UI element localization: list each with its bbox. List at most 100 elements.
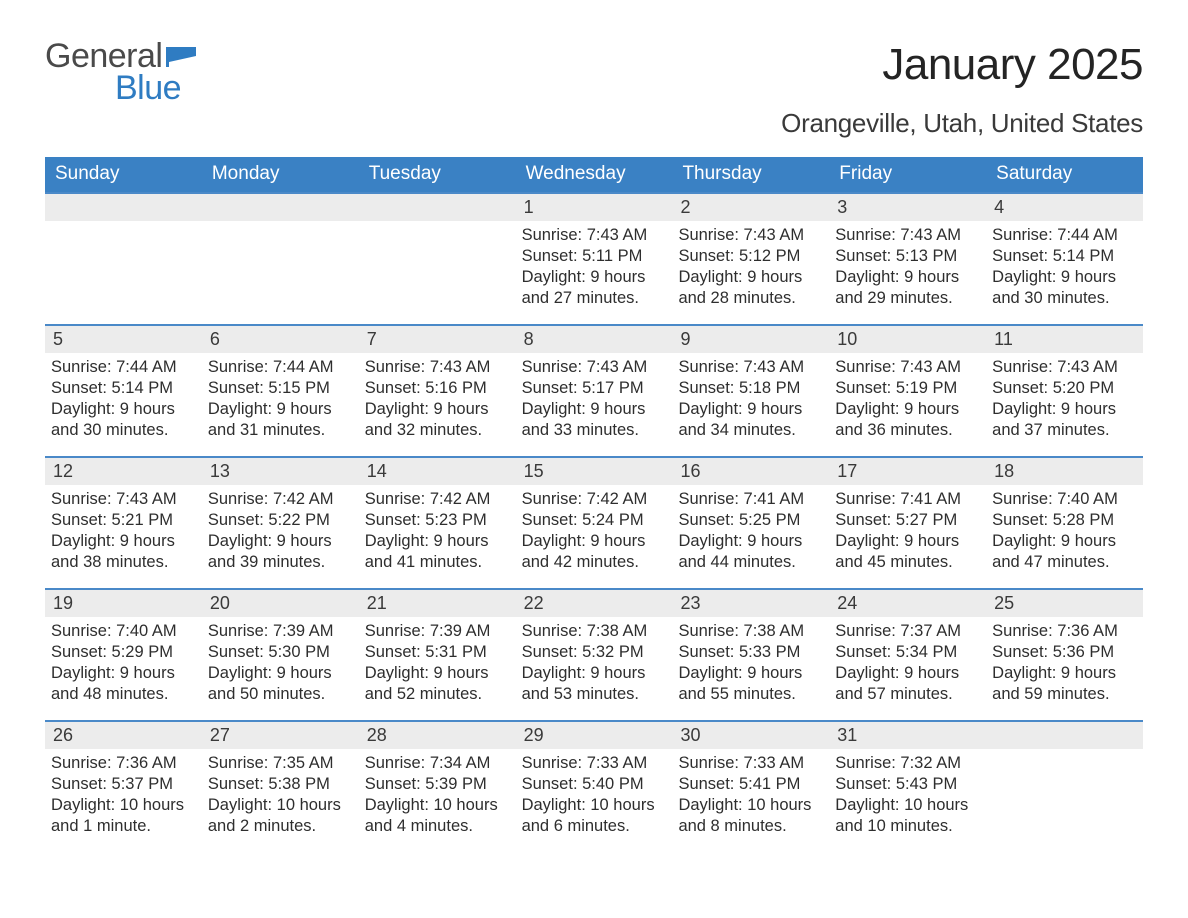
flag-icon <box>166 40 200 72</box>
sunrise-text: Sunrise: 7:41 AM <box>678 489 823 510</box>
daylight-text: Daylight: 9 hours and 31 minutes. <box>208 399 353 441</box>
sunset-text: Sunset: 5:23 PM <box>365 510 510 531</box>
sunrise-text: Sunrise: 7:43 AM <box>678 357 823 378</box>
day-details: Sunrise: 7:42 AMSunset: 5:24 PMDaylight:… <box>516 485 673 573</box>
dayname-sunday: Sunday <box>45 157 202 192</box>
daylight-text: Daylight: 10 hours and 4 minutes. <box>365 795 510 837</box>
day-details: Sunrise: 7:43 AMSunset: 5:16 PMDaylight:… <box>359 353 516 441</box>
day-details: Sunrise: 7:38 AMSunset: 5:32 PMDaylight:… <box>516 617 673 705</box>
sunrise-text: Sunrise: 7:42 AM <box>522 489 667 510</box>
sunrise-text: Sunrise: 7:37 AM <box>835 621 980 642</box>
day-number <box>202 192 359 221</box>
sunset-text: Sunset: 5:28 PM <box>992 510 1137 531</box>
day-number: 31 <box>829 720 986 749</box>
day-cell: 11Sunrise: 7:43 AMSunset: 5:20 PMDayligh… <box>986 324 1143 442</box>
day-number: 7 <box>359 324 516 353</box>
day-number: 19 <box>45 588 202 617</box>
day-details: Sunrise: 7:38 AMSunset: 5:33 PMDaylight:… <box>672 617 829 705</box>
daylight-text: Daylight: 9 hours and 39 minutes. <box>208 531 353 573</box>
sunset-text: Sunset: 5:15 PM <box>208 378 353 399</box>
sunset-text: Sunset: 5:18 PM <box>678 378 823 399</box>
brand-word2: Blue <box>115 72 181 104</box>
day-cell: 10Sunrise: 7:43 AMSunset: 5:19 PMDayligh… <box>829 324 986 442</box>
day-number: 3 <box>829 192 986 221</box>
day-details: Sunrise: 7:41 AMSunset: 5:27 PMDaylight:… <box>829 485 986 573</box>
daylight-text: Daylight: 9 hours and 28 minutes. <box>678 267 823 309</box>
sunrise-text: Sunrise: 7:40 AM <box>992 489 1137 510</box>
daylight-text: Daylight: 9 hours and 48 minutes. <box>51 663 196 705</box>
day-number: 23 <box>672 588 829 617</box>
day-number: 8 <box>516 324 673 353</box>
day-details: Sunrise: 7:43 AMSunset: 5:11 PMDaylight:… <box>516 221 673 309</box>
daylight-text: Daylight: 9 hours and 27 minutes. <box>522 267 667 309</box>
day-cell <box>359 192 516 310</box>
daylight-text: Daylight: 9 hours and 38 minutes. <box>51 531 196 573</box>
day-number: 27 <box>202 720 359 749</box>
dayname-saturday: Saturday <box>986 157 1143 192</box>
sunset-text: Sunset: 5:39 PM <box>365 774 510 795</box>
sunset-text: Sunset: 5:30 PM <box>208 642 353 663</box>
day-cell: 8Sunrise: 7:43 AMSunset: 5:17 PMDaylight… <box>516 324 673 442</box>
sunrise-text: Sunrise: 7:43 AM <box>522 357 667 378</box>
week-row: 12Sunrise: 7:43 AMSunset: 5:21 PMDayligh… <box>45 456 1143 574</box>
sunset-text: Sunset: 5:24 PM <box>522 510 667 531</box>
day-cell: 1Sunrise: 7:43 AMSunset: 5:11 PMDaylight… <box>516 192 673 310</box>
day-details: Sunrise: 7:42 AMSunset: 5:23 PMDaylight:… <box>359 485 516 573</box>
day-number: 11 <box>986 324 1143 353</box>
day-cell: 4Sunrise: 7:44 AMSunset: 5:14 PMDaylight… <box>986 192 1143 310</box>
week-row: 5Sunrise: 7:44 AMSunset: 5:14 PMDaylight… <box>45 324 1143 442</box>
day-cell: 14Sunrise: 7:42 AMSunset: 5:23 PMDayligh… <box>359 456 516 574</box>
sunrise-text: Sunrise: 7:38 AM <box>678 621 823 642</box>
day-number: 26 <box>45 720 202 749</box>
sunset-text: Sunset: 5:27 PM <box>835 510 980 531</box>
sunset-text: Sunset: 5:20 PM <box>992 378 1137 399</box>
day-cell: 28Sunrise: 7:34 AMSunset: 5:39 PMDayligh… <box>359 720 516 838</box>
sunset-text: Sunset: 5:25 PM <box>678 510 823 531</box>
sunset-text: Sunset: 5:34 PM <box>835 642 980 663</box>
day-details: Sunrise: 7:42 AMSunset: 5:22 PMDaylight:… <box>202 485 359 573</box>
day-number: 13 <box>202 456 359 485</box>
day-details: Sunrise: 7:43 AMSunset: 5:12 PMDaylight:… <box>672 221 829 309</box>
day-cell: 24Sunrise: 7:37 AMSunset: 5:34 PMDayligh… <box>829 588 986 706</box>
brand-word1: General <box>45 40 162 72</box>
sunrise-text: Sunrise: 7:42 AM <box>365 489 510 510</box>
day-cell: 23Sunrise: 7:38 AMSunset: 5:33 PMDayligh… <box>672 588 829 706</box>
day-cell: 16Sunrise: 7:41 AMSunset: 5:25 PMDayligh… <box>672 456 829 574</box>
daylight-text: Daylight: 10 hours and 10 minutes. <box>835 795 980 837</box>
day-cell: 12Sunrise: 7:43 AMSunset: 5:21 PMDayligh… <box>45 456 202 574</box>
dayname-friday: Friday <box>829 157 986 192</box>
sunset-text: Sunset: 5:14 PM <box>992 246 1137 267</box>
day-details: Sunrise: 7:37 AMSunset: 5:34 PMDaylight:… <box>829 617 986 705</box>
sunrise-text: Sunrise: 7:42 AM <box>208 489 353 510</box>
day-cell: 22Sunrise: 7:38 AMSunset: 5:32 PMDayligh… <box>516 588 673 706</box>
dayname-wednesday: Wednesday <box>516 157 673 192</box>
sunrise-text: Sunrise: 7:36 AM <box>992 621 1137 642</box>
sunset-text: Sunset: 5:22 PM <box>208 510 353 531</box>
daylight-text: Daylight: 9 hours and 59 minutes. <box>992 663 1137 705</box>
sunrise-text: Sunrise: 7:43 AM <box>678 225 823 246</box>
day-cell: 30Sunrise: 7:33 AMSunset: 5:41 PMDayligh… <box>672 720 829 838</box>
day-cell <box>986 720 1143 838</box>
day-number: 5 <box>45 324 202 353</box>
sunset-text: Sunset: 5:21 PM <box>51 510 196 531</box>
day-number: 10 <box>829 324 986 353</box>
day-number: 28 <box>359 720 516 749</box>
sunrise-text: Sunrise: 7:43 AM <box>835 225 980 246</box>
day-details: Sunrise: 7:43 AMSunset: 5:20 PMDaylight:… <box>986 353 1143 441</box>
day-cell <box>202 192 359 310</box>
day-details: Sunrise: 7:40 AMSunset: 5:29 PMDaylight:… <box>45 617 202 705</box>
day-details: Sunrise: 7:33 AMSunset: 5:41 PMDaylight:… <box>672 749 829 837</box>
day-details: Sunrise: 7:44 AMSunset: 5:15 PMDaylight:… <box>202 353 359 441</box>
day-details: Sunrise: 7:40 AMSunset: 5:28 PMDaylight:… <box>986 485 1143 573</box>
day-number: 25 <box>986 588 1143 617</box>
sunset-text: Sunset: 5:43 PM <box>835 774 980 795</box>
sunrise-text: Sunrise: 7:39 AM <box>208 621 353 642</box>
day-number: 30 <box>672 720 829 749</box>
header-area: General Blue January 2025 Orangeville, U… <box>45 40 1143 153</box>
sunset-text: Sunset: 5:29 PM <box>51 642 196 663</box>
daylight-text: Daylight: 9 hours and 47 minutes. <box>992 531 1137 573</box>
day-cell: 3Sunrise: 7:43 AMSunset: 5:13 PMDaylight… <box>829 192 986 310</box>
daylight-text: Daylight: 9 hours and 42 minutes. <box>522 531 667 573</box>
day-details: Sunrise: 7:36 AMSunset: 5:37 PMDaylight:… <box>45 749 202 837</box>
week-row: 1Sunrise: 7:43 AMSunset: 5:11 PMDaylight… <box>45 192 1143 310</box>
